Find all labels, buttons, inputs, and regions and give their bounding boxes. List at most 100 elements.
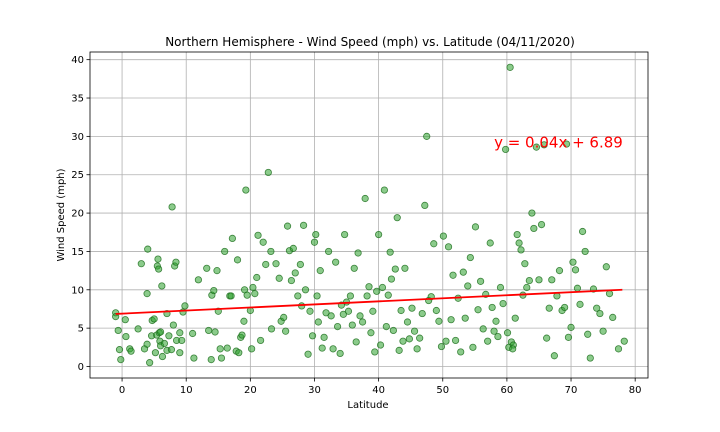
- data-point: [324, 247, 333, 256]
- grid-lines: [90, 52, 648, 378]
- data-point: [264, 168, 272, 177]
- data-point: [350, 264, 358, 272]
- data-point: [437, 342, 446, 351]
- data-point: [562, 140, 571, 148]
- data-point: [156, 328, 165, 336]
- x-tick-label: 40: [372, 385, 385, 396]
- data-point: [474, 306, 482, 314]
- data-point: [248, 345, 256, 353]
- data-point: [384, 291, 392, 299]
- data-point: [313, 292, 321, 300]
- data-point: [442, 337, 450, 345]
- x-tick-label: 0: [119, 385, 125, 396]
- data-point: [545, 304, 553, 312]
- data-point: [439, 232, 447, 240]
- data-point: [576, 300, 584, 308]
- data-point: [537, 220, 546, 229]
- data-point: [121, 316, 129, 324]
- data-point: [243, 291, 251, 299]
- data-point: [150, 315, 158, 323]
- data-point: [318, 344, 326, 352]
- data-point: [213, 267, 221, 275]
- data-point: [332, 258, 340, 266]
- data-point: [511, 314, 519, 322]
- data-point: [561, 303, 569, 312]
- data-point: [567, 323, 575, 331]
- data-point: [401, 264, 409, 272]
- data-point: [503, 329, 512, 337]
- data-point: [496, 283, 505, 292]
- data-point: [599, 327, 607, 335]
- data-point: [517, 246, 525, 254]
- data-point: [530, 224, 538, 233]
- data-point: [336, 349, 344, 358]
- data-point: [609, 313, 617, 322]
- data-point: [532, 143, 541, 151]
- x-tick-label: 10: [180, 385, 193, 396]
- data-point: [217, 354, 226, 362]
- data-point: [393, 214, 401, 222]
- data-point: [169, 321, 177, 329]
- data-point: [378, 283, 387, 292]
- data-point: [143, 290, 151, 298]
- x-tick-label: 80: [629, 385, 642, 396]
- data-point: [367, 329, 375, 337]
- data-point: [361, 194, 369, 203]
- data-point: [165, 332, 173, 340]
- y-tick-label: 15: [71, 247, 84, 258]
- data-point: [203, 264, 211, 272]
- data-point: [423, 132, 431, 140]
- data-point: [168, 203, 176, 211]
- data-point: [571, 266, 580, 274]
- data-point: [122, 332, 130, 341]
- data-point: [457, 348, 465, 356]
- data-point: [194, 276, 202, 284]
- data-point: [216, 345, 224, 353]
- data-point: [158, 282, 166, 290]
- data-point: [581, 247, 589, 256]
- data-point: [416, 334, 424, 342]
- data-point: [316, 267, 324, 275]
- data-point: [382, 323, 390, 331]
- data-point: [413, 345, 421, 353]
- data-point: [310, 238, 319, 246]
- y-tick-label: 0: [78, 362, 84, 373]
- data-point: [488, 303, 496, 312]
- data-point: [564, 333, 573, 341]
- data-point: [181, 302, 189, 310]
- data-point: [329, 345, 337, 353]
- data-point: [596, 309, 604, 318]
- y-tick-label: 5: [78, 324, 84, 335]
- data-point: [403, 318, 412, 326]
- data-point: [515, 239, 523, 247]
- data-point: [573, 284, 582, 292]
- data-point: [275, 274, 283, 282]
- data-point: [509, 345, 517, 353]
- data-point: [151, 349, 160, 357]
- data-point: [176, 329, 184, 337]
- data-point: [387, 275, 396, 283]
- data-point: [506, 63, 514, 71]
- data-point: [127, 347, 135, 355]
- data-point: [235, 349, 243, 357]
- data-point: [287, 276, 295, 285]
- regression-line-group: [115, 288, 623, 315]
- data-point: [620, 337, 628, 345]
- data-point: [451, 336, 460, 345]
- data-point: [602, 263, 610, 271]
- data-point: [605, 290, 614, 298]
- data-point: [322, 309, 330, 317]
- data-point: [447, 316, 455, 324]
- data-point: [158, 352, 167, 361]
- data-point: [352, 338, 360, 346]
- data-point: [299, 221, 308, 229]
- data-point: [466, 253, 474, 262]
- data-point: [160, 339, 168, 348]
- data-point: [499, 299, 507, 308]
- data-point: [354, 249, 362, 257]
- data-point: [386, 248, 394, 256]
- data-point: [486, 239, 494, 247]
- data-point: [207, 355, 215, 364]
- data-point: [146, 359, 154, 367]
